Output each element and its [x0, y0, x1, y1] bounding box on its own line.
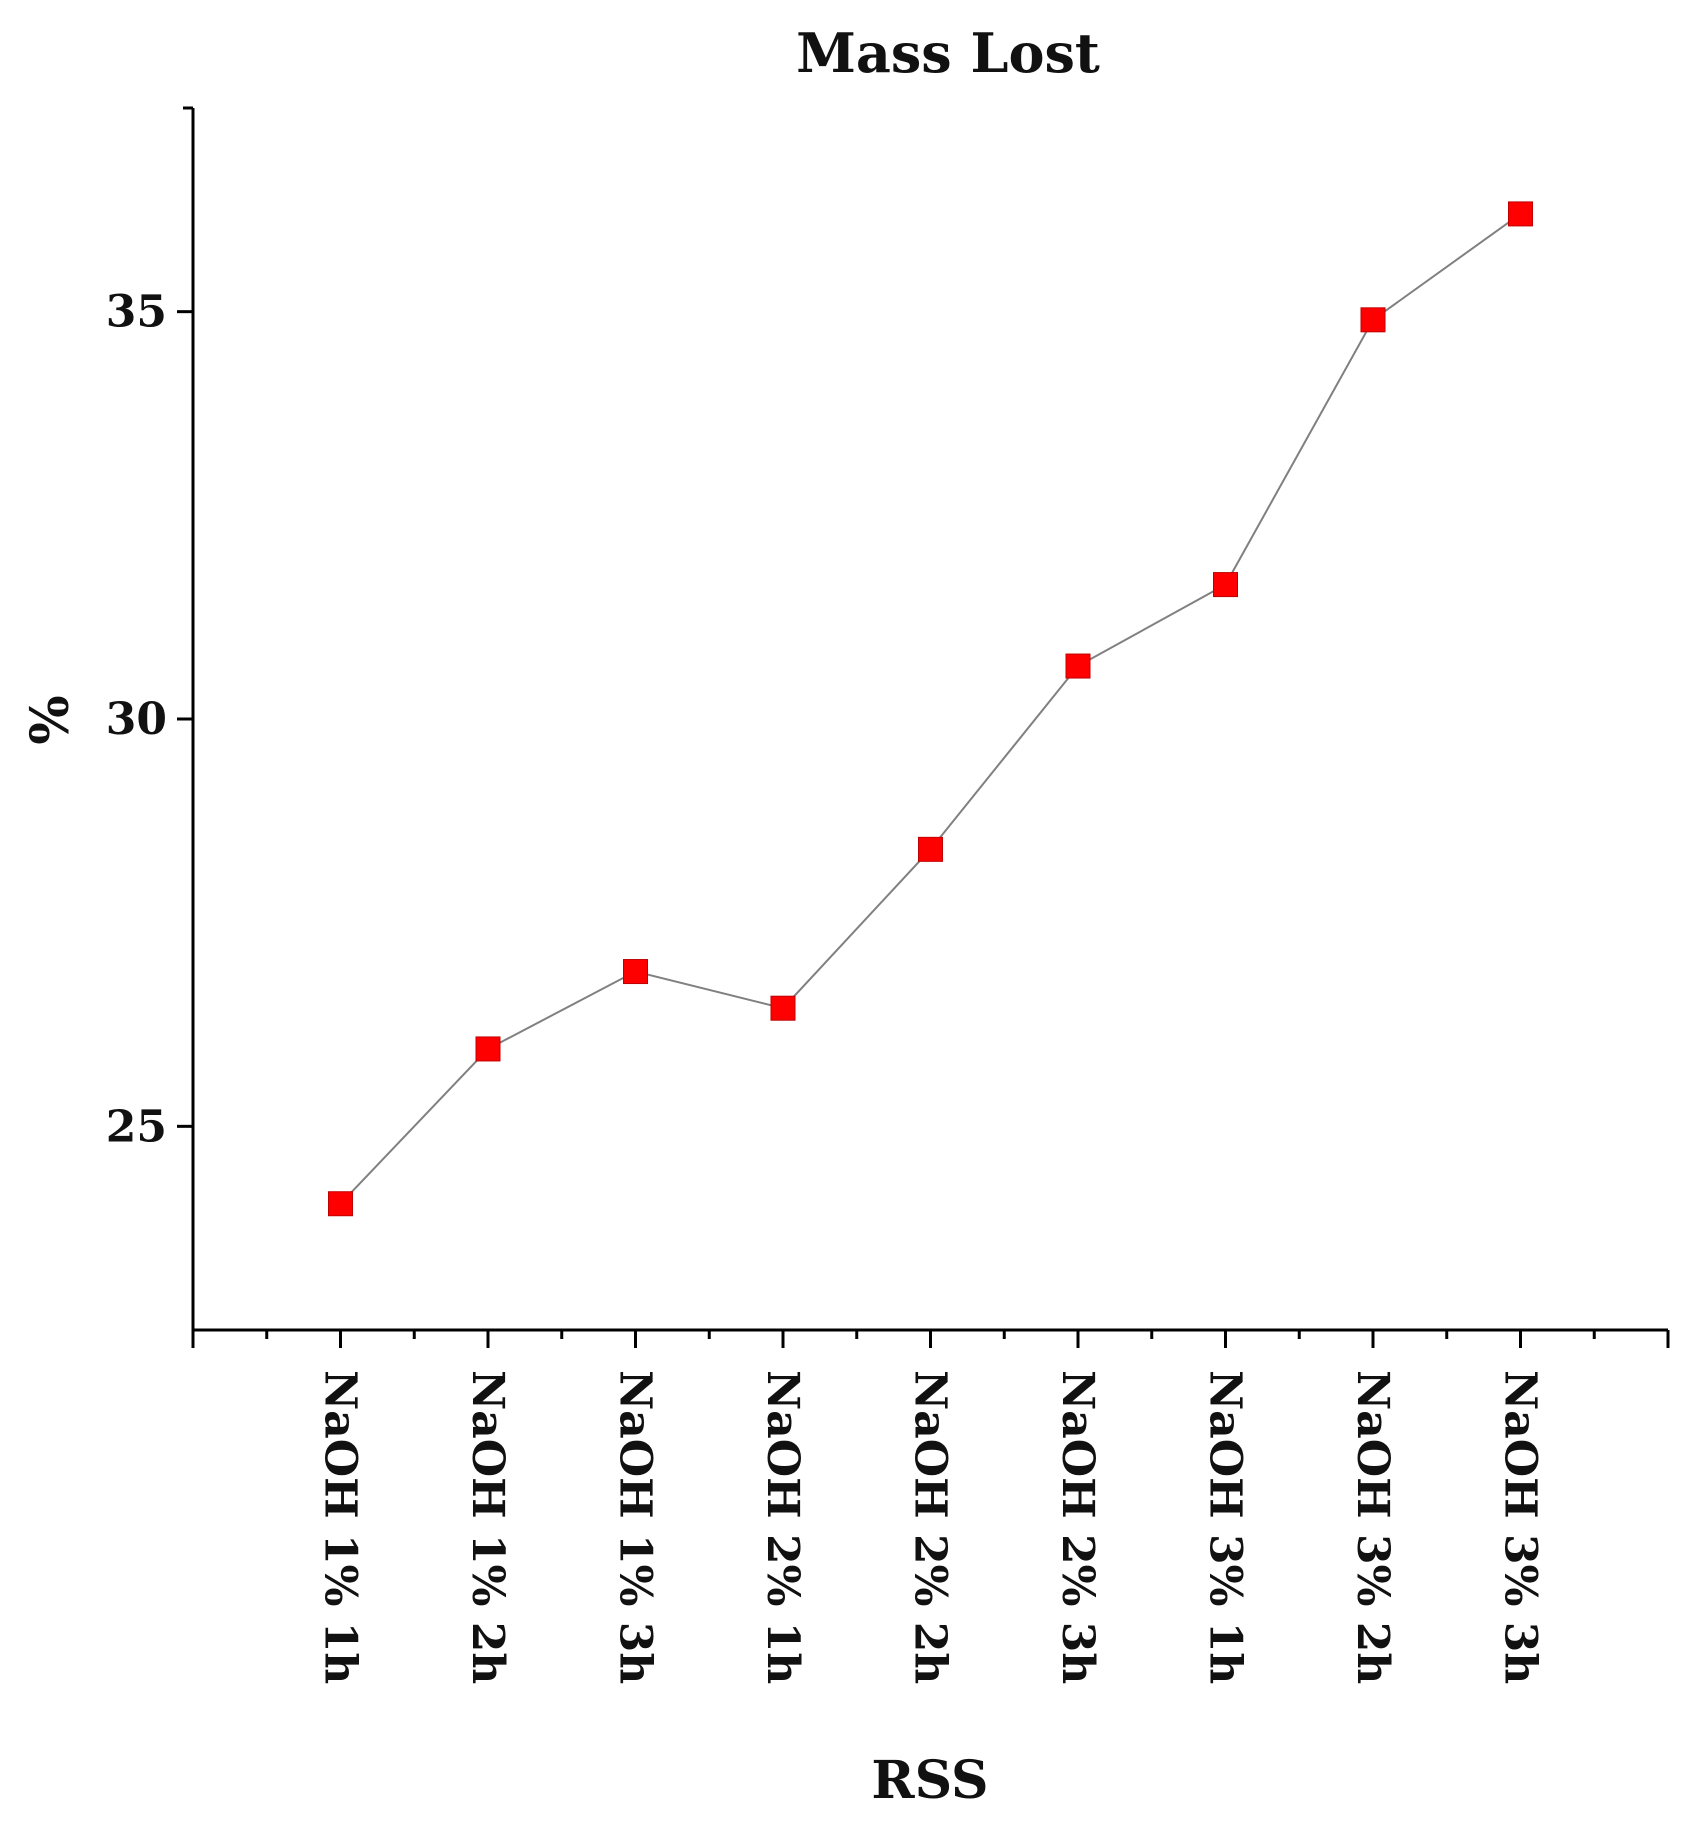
x-tick-label: NaOH 1% 2h [462, 1370, 513, 1684]
data-point-marker [623, 959, 648, 985]
series-mass-lost [328, 201, 1533, 1217]
x-tick-label: NaOH 3% 1h [1200, 1370, 1251, 1684]
data-point-marker [1213, 572, 1238, 598]
data-point-marker [1360, 307, 1386, 333]
series-line [339, 213, 1522, 1205]
x-tick-label: NaOH 2% 3h [1052, 1370, 1103, 1684]
data-point-marker [475, 1036, 501, 1062]
y-tick-label: 35 [106, 287, 167, 338]
x-ticks: NaOH 1% 1h NaOH 1% 2h NaOH 1% 3h NaOH 2% 1h… [191, 1330, 1670, 1684]
data-point-marker [1508, 201, 1533, 227]
y-ticks: 25 30 35 [106, 106, 193, 1152]
data-point-marker [1065, 653, 1091, 679]
x-tick-label: NaOH 2% 1h [757, 1370, 808, 1684]
x-tick-label: NaOH 1% 3h [610, 1370, 661, 1684]
x-tick-label: NaOH 2% 2h [905, 1370, 956, 1684]
data-point-marker [918, 836, 943, 862]
data-point-marker [770, 995, 796, 1021]
x-tick-label: NaOH 1% 1h [315, 1370, 366, 1684]
chart-title: Mass Lost [796, 21, 1100, 85]
y-axis-label: % [20, 695, 81, 744]
x-axis-label: RSS [871, 1750, 988, 1811]
x-tick-label: NaOH 3% 3h [1495, 1370, 1546, 1684]
y-tick-label: 30 [106, 694, 167, 745]
x-tick-label: NaOH 3% 2h [1347, 1370, 1398, 1684]
data-point-marker [328, 1191, 353, 1217]
y-tick-label: 25 [106, 1101, 167, 1152]
